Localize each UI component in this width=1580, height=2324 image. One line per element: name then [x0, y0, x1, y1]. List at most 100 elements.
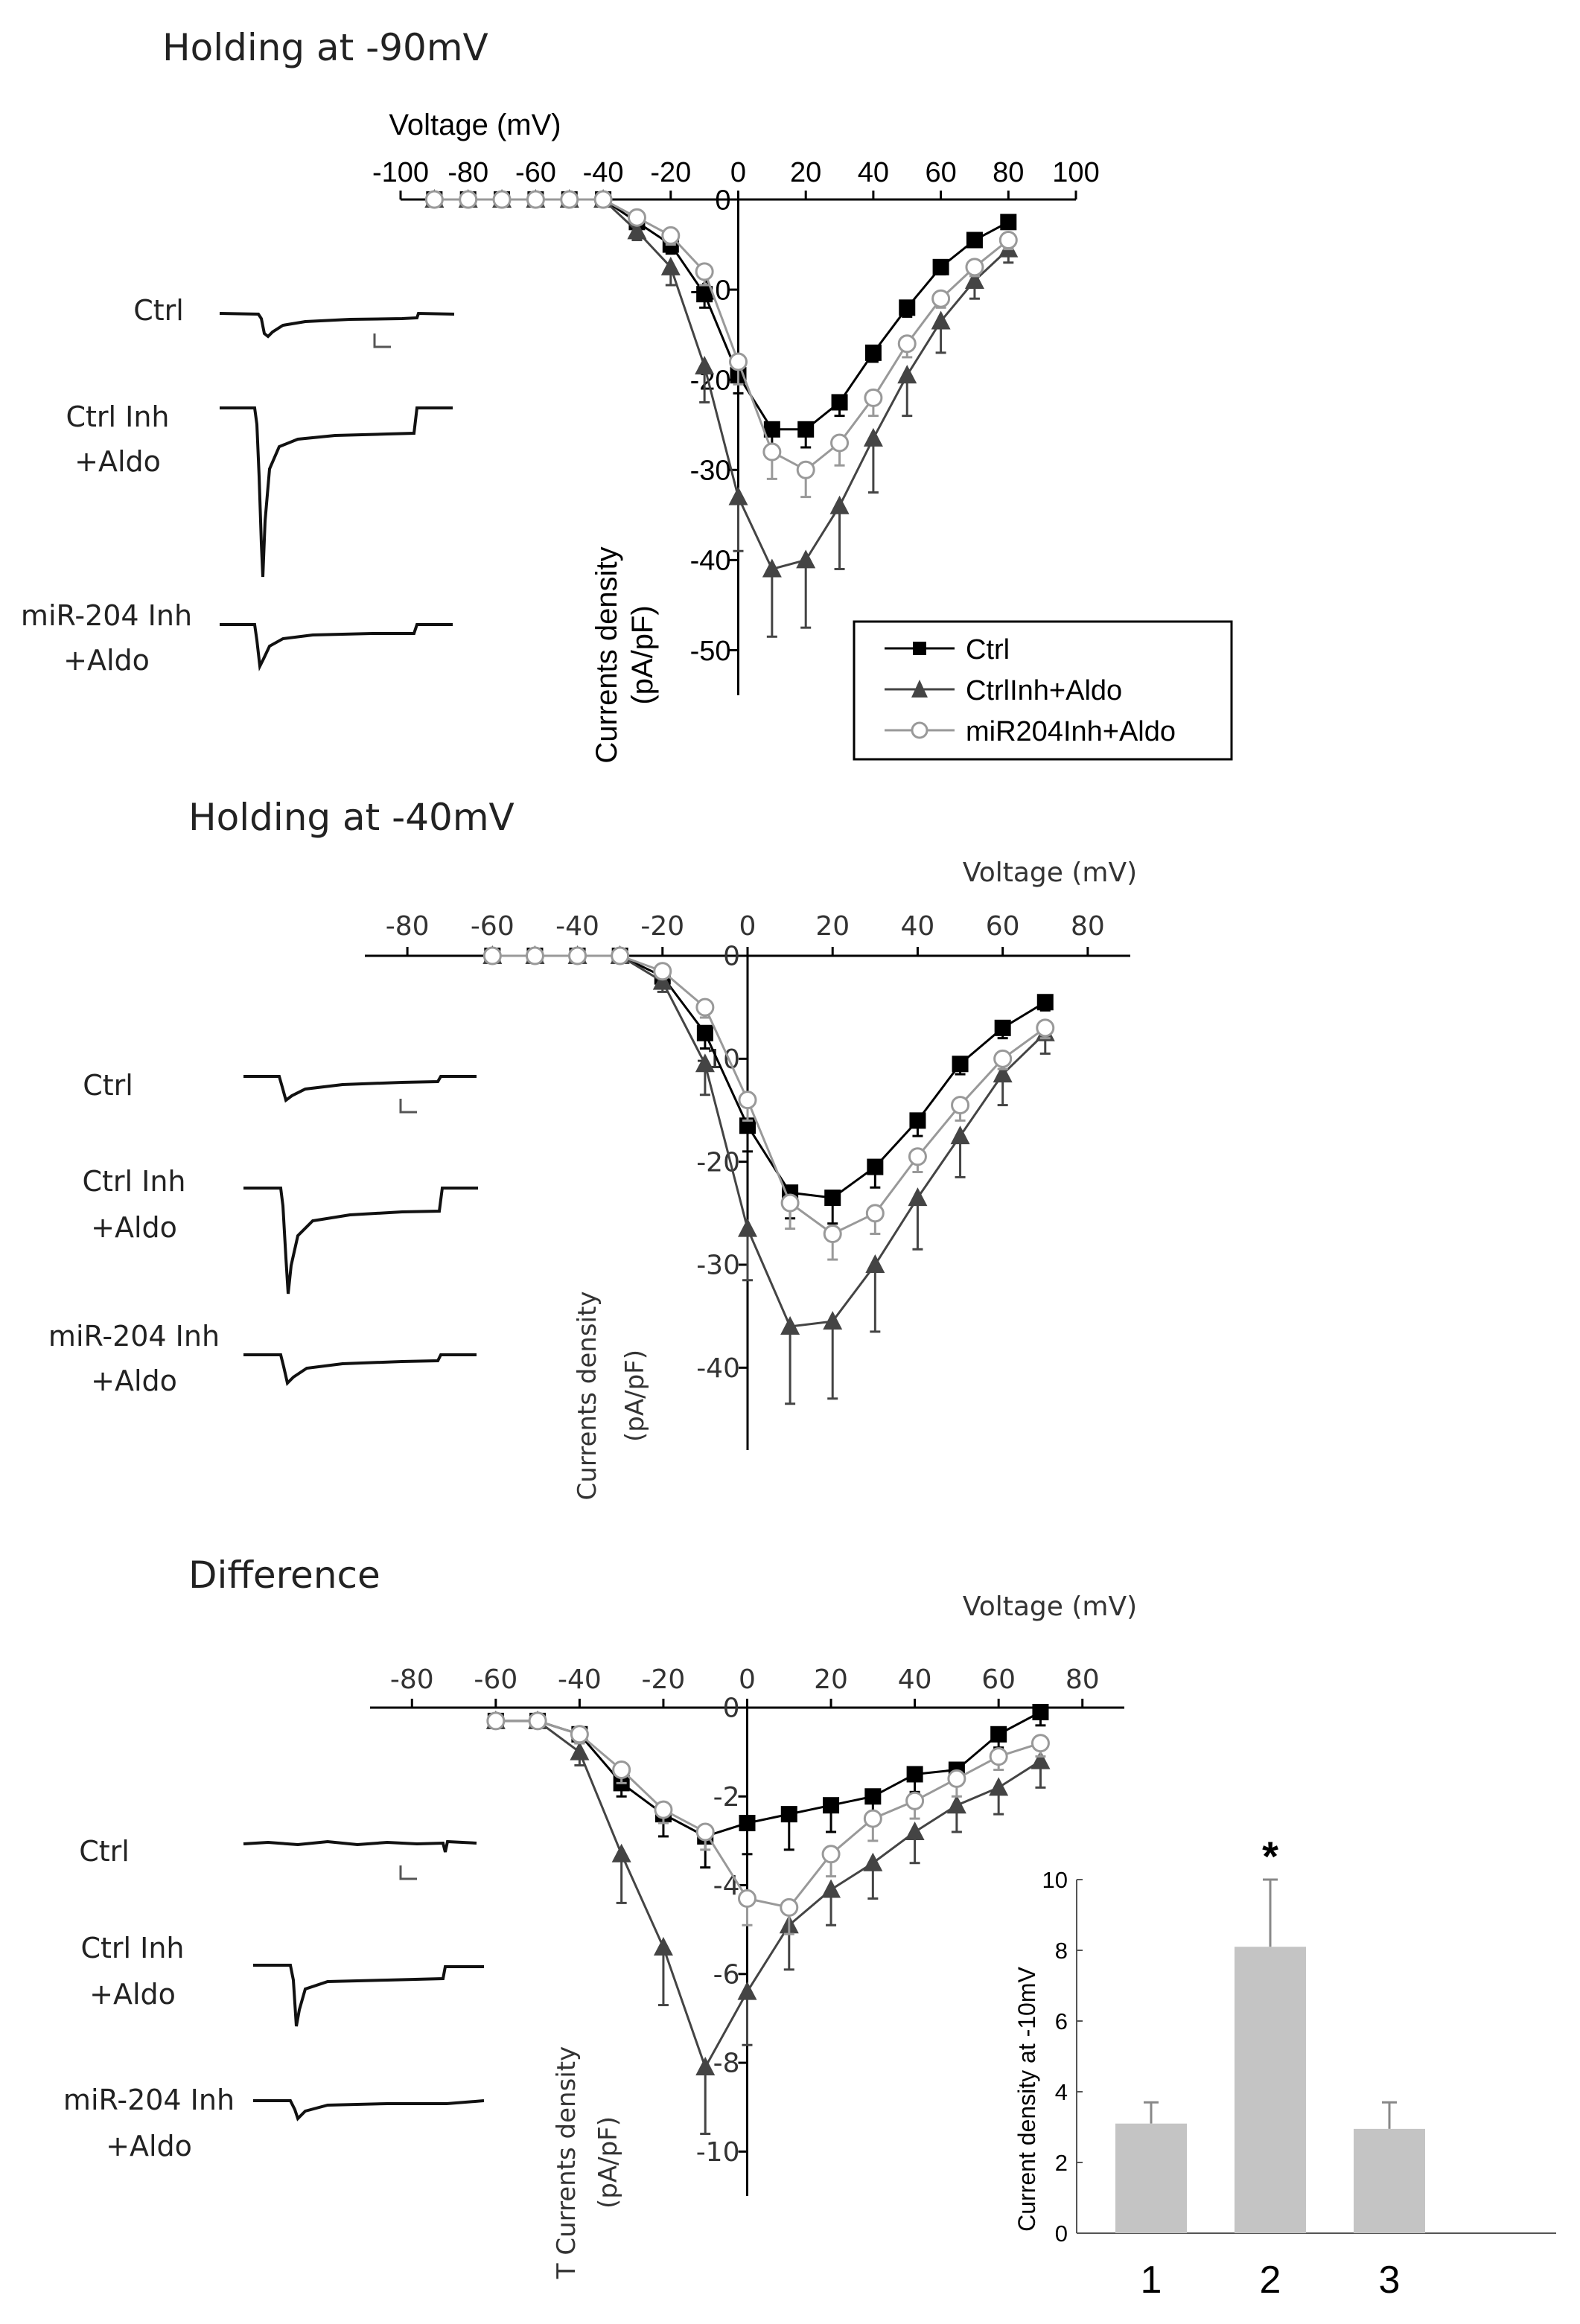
- data-point-square: [1000, 214, 1017, 231]
- data-point-square: [867, 1158, 884, 1175]
- y-axis-title-p0-line1: Currents density: [590, 546, 623, 763]
- data-point-square: [864, 1788, 882, 1805]
- panel-title-holding-40: Holding at -40mV: [188, 796, 515, 839]
- data-point-square: [990, 1726, 1007, 1743]
- panel-title-holding-90: Holding at -90mV: [162, 26, 488, 69]
- x-tick-label: -60: [515, 157, 556, 188]
- x-axis-title-p0: Voltage (mV): [389, 109, 561, 141]
- data-point-circle: [612, 1760, 631, 1779]
- x-tick-label: 40: [901, 911, 935, 942]
- scale-bar: [399, 1099, 417, 1114]
- data-point-triangle: [653, 1937, 673, 1956]
- y-tick-label: -30: [690, 456, 731, 487]
- y-axis-title-p2-line2: (pA/pF): [593, 2116, 623, 2209]
- y-tick-label: 0: [715, 185, 730, 216]
- data-point-square: [952, 1056, 969, 1073]
- data-point-circle: [780, 1193, 800, 1213]
- data-point-triangle: [908, 1187, 928, 1207]
- trace-label-aldo: +Aldo: [91, 1211, 177, 1244]
- trace-label-ctrl: Ctrl: [133, 294, 184, 327]
- current-traces-p2: [243, 1839, 485, 2122]
- data-point-circle: [528, 1711, 547, 1731]
- data-point-circle: [796, 460, 815, 479]
- data-point-circle: [823, 1225, 842, 1243]
- x-axis-title-p1: Voltage (mV): [963, 858, 1137, 888]
- x-tick-label: 60: [981, 1664, 1016, 1695]
- data-point-triangle: [821, 1879, 841, 1898]
- data-point-triangle: [863, 1852, 883, 1871]
- category-label: 3: [1379, 2258, 1401, 2302]
- trace-label-ctrl-inh: Ctrl Inh: [80, 1932, 184, 1964]
- data-point-square: [899, 299, 916, 316]
- current-trace-ctrl: [219, 311, 455, 339]
- data-point-circle: [560, 190, 579, 209]
- data-point-circle: [695, 262, 714, 281]
- legend-label-mir204inh-aldo: miR204Inh+Aldo: [966, 716, 1176, 747]
- data-point-circle: [729, 352, 748, 371]
- y-axis-title-p0: Currents density (pA/pF): [590, 546, 659, 763]
- data-point-circle: [865, 1204, 885, 1223]
- x-tick-label: 40: [898, 1664, 932, 1695]
- data-point-circle: [525, 946, 544, 965]
- legend-label-ctrlinh-aldo: CtrlInh+Aldo: [966, 675, 1122, 706]
- data-point-triangle: [695, 356, 715, 375]
- data-point-circle: [905, 1791, 925, 1810]
- data-point-circle: [486, 1711, 506, 1731]
- x-tick-label: -60: [474, 1664, 517, 1695]
- data-point-square: [994, 1019, 1011, 1036]
- y-axis-title-p1-line2: (pA/pF): [620, 1350, 650, 1442]
- y-axis-title-p2-line1: T Currents density: [552, 2046, 582, 2279]
- y-tick-label: 0: [723, 1693, 740, 1724]
- legend-item-ctrl: Ctrl: [885, 634, 1010, 665]
- trace-label-ctrl: Ctrl: [83, 1069, 133, 1102]
- data-point-circle: [908, 1147, 927, 1166]
- x-tick-label: -80: [447, 157, 488, 188]
- y-tick-label: 0: [723, 942, 740, 972]
- trace-label-mir204-inh: miR-204 Inh: [48, 1320, 220, 1353]
- x-tick-label: 20: [790, 157, 821, 188]
- data-point-circle: [1036, 1018, 1055, 1038]
- data-point-circle: [762, 442, 782, 462]
- x-tick-label: 100: [1052, 157, 1099, 188]
- legend-marker-triangle: [911, 680, 928, 697]
- trace-label-aldo: +Aldo: [91, 1364, 177, 1397]
- data-point-square: [696, 286, 713, 303]
- bar-2: [1235, 1947, 1306, 2233]
- data-point-circle: [780, 1897, 799, 1917]
- x-tick-label: 0: [739, 911, 756, 942]
- x-tick-label: -40: [558, 1664, 602, 1695]
- current-trace-ctrl: [243, 1075, 477, 1103]
- data-point-square: [739, 1815, 756, 1832]
- data-point-triangle: [897, 365, 917, 384]
- data-point-circle: [951, 1096, 970, 1115]
- y-tick-label: 10: [1042, 1867, 1068, 1893]
- data-point-circle: [738, 1091, 757, 1110]
- bar-3: [1354, 2128, 1425, 2233]
- data-point-circle: [570, 1725, 589, 1744]
- data-point-square: [780, 1806, 797, 1823]
- trace-label-ctrl: Ctrl: [79, 1835, 130, 1868]
- y-tick-label: -50: [690, 636, 731, 667]
- x-tick-label: 80: [1065, 1664, 1100, 1695]
- x-tick-label: 80: [993, 157, 1024, 188]
- trace-label-mir204-inh: miR-204 Inh: [63, 2084, 235, 2116]
- trace-label-aldo: +Aldo: [74, 445, 161, 478]
- y-axis-title-bar: Current density at -10mV: [1013, 1966, 1040, 2231]
- iv-curve-difference: -80 -60 -40 -20 0 20 40 60 80 0 -2 -4 -6 -8 -10: [370, 1664, 1124, 2196]
- data-point-square: [906, 1766, 923, 1783]
- y-axis-title-p1-line1: Currents density: [573, 1292, 602, 1501]
- current-trace-mir204-inh-aldo: [253, 2099, 485, 2122]
- y-tick-label: 4: [1055, 2079, 1068, 2105]
- data-point-triangle: [946, 1795, 966, 1814]
- data-point-triangle: [863, 427, 883, 447]
- legend-item-mir204inh-aldo: miR204Inh+Aldo: [885, 716, 1176, 747]
- data-point-triangle: [762, 558, 782, 578]
- data-point-circle: [568, 946, 587, 965]
- data-point-square: [966, 232, 983, 249]
- bar-1: [1115, 2123, 1187, 2233]
- data-point-circle: [931, 289, 951, 308]
- data-point-circle: [993, 1049, 1013, 1068]
- data-point-circle: [897, 334, 917, 354]
- x-tick-label: 40: [858, 157, 889, 188]
